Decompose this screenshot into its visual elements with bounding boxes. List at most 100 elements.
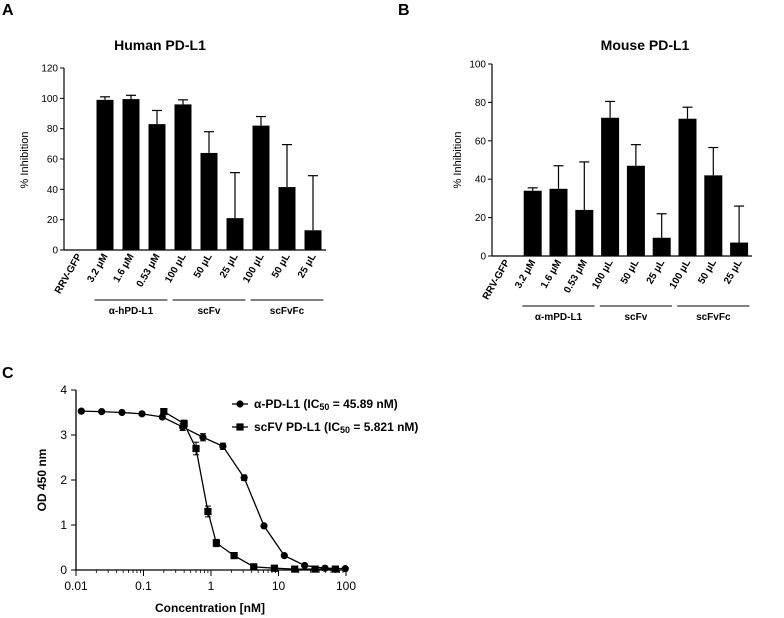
panelB-bar [549,188,568,256]
panel-a-y-axis-label: % Inhibition [19,132,31,189]
panel-c-point-alpha-pd-l1 [260,522,268,530]
panel-c-x-tick-label: 100 [336,579,356,593]
panel-c-y-tick-label: 1 [60,518,67,532]
panelA-y-tick-label: 0 [52,246,58,257]
panel-a: A Human PD-L1 % Inhibition 0 20 40 60 80 100 1… [2,2,326,317]
panelA-category-label: 25 μL [218,252,241,280]
panelB-category-label: 100 μL [668,258,693,291]
panelA-category-label: 1.6 μM [112,252,137,284]
panelB-y-tick-label: 20 [475,213,487,224]
panel-c-x-tick-label: 1 [208,579,215,593]
panelB-bar [575,209,594,256]
panel-c-point-alpha-pd-l1 [240,474,248,482]
panelB-category-label: 50 μL [696,258,719,286]
panelA-group-label: α-hPD-L1 [109,306,154,317]
panelB-category-label: 0.53 μM [562,258,590,295]
panel-c-point-scfv-pd-l1 [192,444,200,453]
panelA-y-tick-label: 60 [47,155,59,166]
panel-c-x-axis-label: Concentration [nM] [155,601,265,615]
panel-b: B Mouse PD-L1 % Inhibition 0 20 40 60 80 100 R… [398,2,752,323]
panelB-y-tick-label: 80 [475,98,487,109]
panelA-category-label: 100 μL [241,252,266,285]
panel-c-point-alpha-pd-l1 [219,442,227,450]
panelA-category-label: RRV-GFP [53,252,85,296]
panel-c-point-alpha-pd-l1 [98,408,106,416]
panelA-category-label: 25 μL [296,252,319,280]
panel-c-y-tick-label: 3 [60,428,67,442]
panelB-y-tick-label: 100 [469,60,486,71]
panelA-y-tick-label: 80 [47,124,59,135]
panelA-y-tick-label: 120 [41,64,58,75]
panel-c-y-tick-label: 4 [60,383,67,397]
panel-c-point-scfv-pd-l1 [331,565,339,573]
panel-c-point-scfv-pd-l1 [311,565,319,573]
panelA-bar [226,218,244,250]
legend-marker-scfv-pd-l1 [236,423,244,431]
panel-c-point-alpha-pd-l1 [118,408,126,417]
panelA-category-label: 100 μL [163,252,188,285]
legend-label-alpha-pd-l1: α-PD-L1 (IC50 = 45.89 nM) [254,397,398,412]
panel-c-y-axis-label: OD 450 nm [35,449,49,512]
panel-b-y-axis-label: % Inhibition [452,132,464,189]
panelA-category-label: 3.2 μM [86,252,111,284]
panelB-bar [730,242,749,256]
panel-b-title: Mouse PD-L1 [601,37,690,53]
panelA-bar [252,125,270,250]
panel-a-title: Human PD-L1 [114,37,206,53]
panelB-bar [626,165,645,256]
panel-c-point-scfv-pd-l1 [291,565,299,573]
panel-c-point-alpha-pd-l1 [199,433,207,441]
panelB-bar [652,237,671,256]
panel-c-y-tick-label: 0 [60,563,67,577]
panelB-bar [601,117,620,256]
panelA-group-label: scFv [198,306,221,317]
panelA-bar [148,124,166,250]
panel-c-point-alpha-pd-l1 [138,410,146,418]
panel-c-letter: C [2,365,14,382]
panelB-bar [523,190,542,256]
panelB-category-label: 100 μL [590,258,615,291]
panelA-group-label: scFvFc [270,306,305,317]
panelB-category-label: 25 μL [645,258,668,286]
panelA-y-tick-label: 40 [47,185,59,196]
panelA-bar [278,187,296,250]
panel-c-x-tick-label: 0.01 [64,579,88,593]
legend-label-scfv-pd-l1: scFV PD-L1 (IC50 = 5.821 nM) [254,420,418,435]
panelA-category-label: 50 μL [270,252,293,280]
panelA-category-label: 50 μL [192,252,215,280]
panelA-bar [122,99,140,250]
panel-c-x-tick-label: 10 [272,579,286,593]
panelA-bar [96,99,114,250]
panel-c-point-alpha-pd-l1 [77,407,85,415]
panel-c-point-alpha-pd-l1 [280,552,288,560]
panelB-group-label: scFv [625,312,648,323]
panelB-y-tick-label: 40 [475,175,487,186]
panelB-category-label: 25 μL [722,258,745,286]
panelB-group-label: scFvFc [696,312,731,323]
panel-c-x-tick-label: 0.1 [135,579,152,593]
panel-c-point-alpha-pd-l1 [301,561,309,570]
panelB-category-label: 1.6 μM [539,258,564,290]
panelB-category-label: 50 μL [619,258,642,286]
panel-a-letter: A [2,2,14,19]
panelA-bar [174,104,192,251]
panelA-bar [200,152,218,250]
panelA-bar [304,230,322,250]
panel-c-point-scfv-pd-l1 [204,507,212,516]
panelB-bar [678,118,697,256]
panel-c-y-tick-label: 2 [60,473,67,487]
panel-c-point-scfv-pd-l1 [160,408,168,416]
panel-c-point-scfv-pd-l1 [270,564,279,572]
panel-c-point-alpha-pd-l1 [341,565,349,573]
panelB-y-tick-label: 0 [480,252,486,263]
panelA-y-tick-label: 100 [41,94,58,105]
legend-marker-alpha-pd-l1 [236,400,244,408]
panel-c-point-scfv-pd-l1 [250,563,258,571]
panel-c-point-scfv-pd-l1 [230,552,238,560]
panelA-category-label: 0.53 μM [135,252,163,289]
panelB-category-label: RRV-GFP [481,258,513,302]
panel-b-letter: B [398,2,410,19]
panelA-y-tick-label: 20 [47,215,59,226]
panelB-bar [704,175,723,256]
